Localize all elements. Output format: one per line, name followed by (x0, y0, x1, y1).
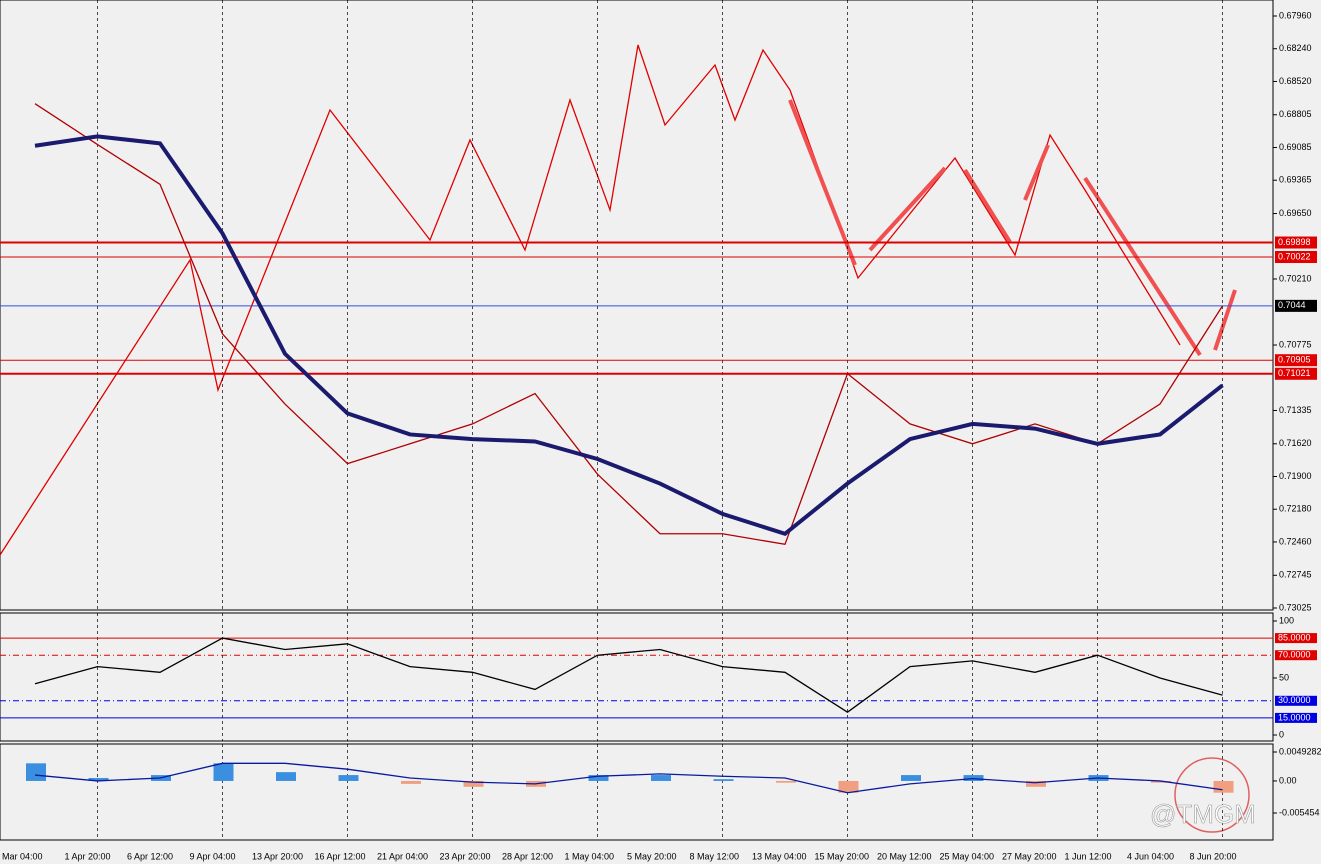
price-tag (1275, 367, 1317, 380)
y-tick-label: 0.70210 (1279, 273, 1312, 283)
histogram-bar (713, 779, 734, 781)
histogram-bar (338, 775, 359, 781)
price-label: 0.69898 (1278, 237, 1311, 247)
macd-panel (0, 743, 1274, 841)
y-tick-label: 70.0000 (1278, 650, 1311, 660)
x-tick-label: 1 Apr 20:00 (65, 851, 111, 861)
histogram-bar (26, 763, 46, 781)
histogram-bar (588, 775, 609, 781)
y-tick-label: 0.69085 (1279, 142, 1312, 152)
x-tick-label: 16 Apr 12:00 (315, 851, 366, 861)
histogram-bar (776, 780, 796, 783)
price-label: 0.70022 (1278, 251, 1311, 261)
y-tick-label: -0.005454 (1279, 807, 1320, 817)
histogram-bar (276, 772, 296, 781)
x-tick-label: 13 May 04:00 (752, 851, 807, 861)
histogram-bar (401, 780, 421, 784)
x-tick-label: 15 May 20:00 (815, 851, 870, 861)
histogram-bar (651, 775, 671, 781)
y-tick-label: 0.68520 (1279, 76, 1312, 86)
price-label: 0.70905 (1278, 355, 1311, 365)
price-tag (1275, 354, 1317, 367)
tick-tag (1275, 650, 1317, 661)
main-panel (0, 0, 1274, 611)
y-tick-label: 0.67960 (1279, 10, 1312, 20)
y-tick-label: 0.00 (1279, 775, 1297, 785)
histogram-bar (838, 780, 859, 793)
x-tick-label: 21 Apr 04:00 (377, 851, 428, 861)
y-tick-label: 0.0049282 (1279, 746, 1321, 756)
x-tick-label: 9 Apr 04:00 (190, 851, 236, 861)
x-tick-label: Mar 04:00 (2, 851, 43, 861)
y-tick-label: 0.72745 (1279, 570, 1312, 580)
histogram-bar (213, 763, 234, 781)
x-tick-label: 8 Jun 20:00 (1190, 851, 1237, 861)
y-tick-label: 0.68240 (1279, 43, 1312, 53)
x-tick-label: 20 May 12:00 (877, 851, 932, 861)
x-tick-label: 13 Apr 20:00 (252, 851, 303, 861)
tick-tag (1275, 695, 1317, 706)
series-line (34, 762, 1223, 794)
x-tick-label: 5 May 20:00 (627, 851, 677, 861)
annotations (0, 44, 1181, 556)
x-tick-label: 23 Apr 20:00 (440, 851, 491, 861)
histogram-bar (1213, 780, 1234, 793)
x-tick-label: 27 May 20:00 (1002, 851, 1057, 861)
x-tick-label: 28 Apr 12:00 (502, 851, 553, 861)
y-tick-label: 85.0000 (1278, 632, 1311, 642)
tick-tag (1275, 712, 1317, 723)
series-line (34, 637, 1223, 713)
series-line (34, 134, 1224, 537)
y-tick-label: 50 (1279, 672, 1289, 682)
price-label: 0.71021 (1278, 368, 1311, 378)
y-tick-label: 0.72460 (1279, 536, 1312, 546)
y-tick-label: 0.69650 (1279, 208, 1312, 218)
watermark: @TMGM (1150, 799, 1256, 829)
tick-tag (1275, 633, 1317, 644)
y-tick-label: 0.71335 (1279, 405, 1312, 415)
price-tag (1275, 299, 1317, 312)
y-tick-label: 0.68805 (1279, 109, 1312, 119)
highlight-circle (1174, 757, 1250, 833)
x-tick-label: 4 Jun 04:00 (1127, 851, 1174, 861)
y-tick-label: 0.70775 (1279, 339, 1312, 349)
histogram-bar (463, 780, 484, 787)
y-tick-label: 0.69365 (1279, 175, 1312, 185)
price-tag (1275, 251, 1317, 264)
y-tick-label: 15.0000 (1278, 712, 1311, 722)
y-tick-label: 0.71900 (1279, 471, 1312, 481)
oscillator-panel (0, 612, 1274, 742)
x-tick-label: 6 Apr 12:00 (127, 851, 173, 861)
histogram-bar (1151, 780, 1171, 783)
y-tick-label: 0.71620 (1279, 438, 1312, 448)
histogram-bar (88, 778, 109, 781)
y-tick-label: 100 (1279, 615, 1294, 625)
x-tick-label: 25 May 04:00 (940, 851, 995, 861)
histogram-bar (963, 775, 984, 781)
histogram-bar (901, 775, 921, 781)
x-tick-label: 8 May 12:00 (690, 851, 740, 861)
y-tick-label: 30.0000 (1278, 695, 1311, 705)
price-label: 0.7044 (1278, 300, 1306, 310)
x-tick-label: 1 Jun 12:00 (1065, 851, 1112, 861)
y-tick-label: 0.73025 (1279, 602, 1312, 612)
y-tick-label: 0 (1279, 729, 1284, 739)
price-tag (1275, 236, 1317, 249)
histogram-bar (1026, 780, 1046, 787)
y-tick-label: 0.72180 (1279, 504, 1312, 514)
x-tick-label: 1 May 04:00 (565, 851, 615, 861)
